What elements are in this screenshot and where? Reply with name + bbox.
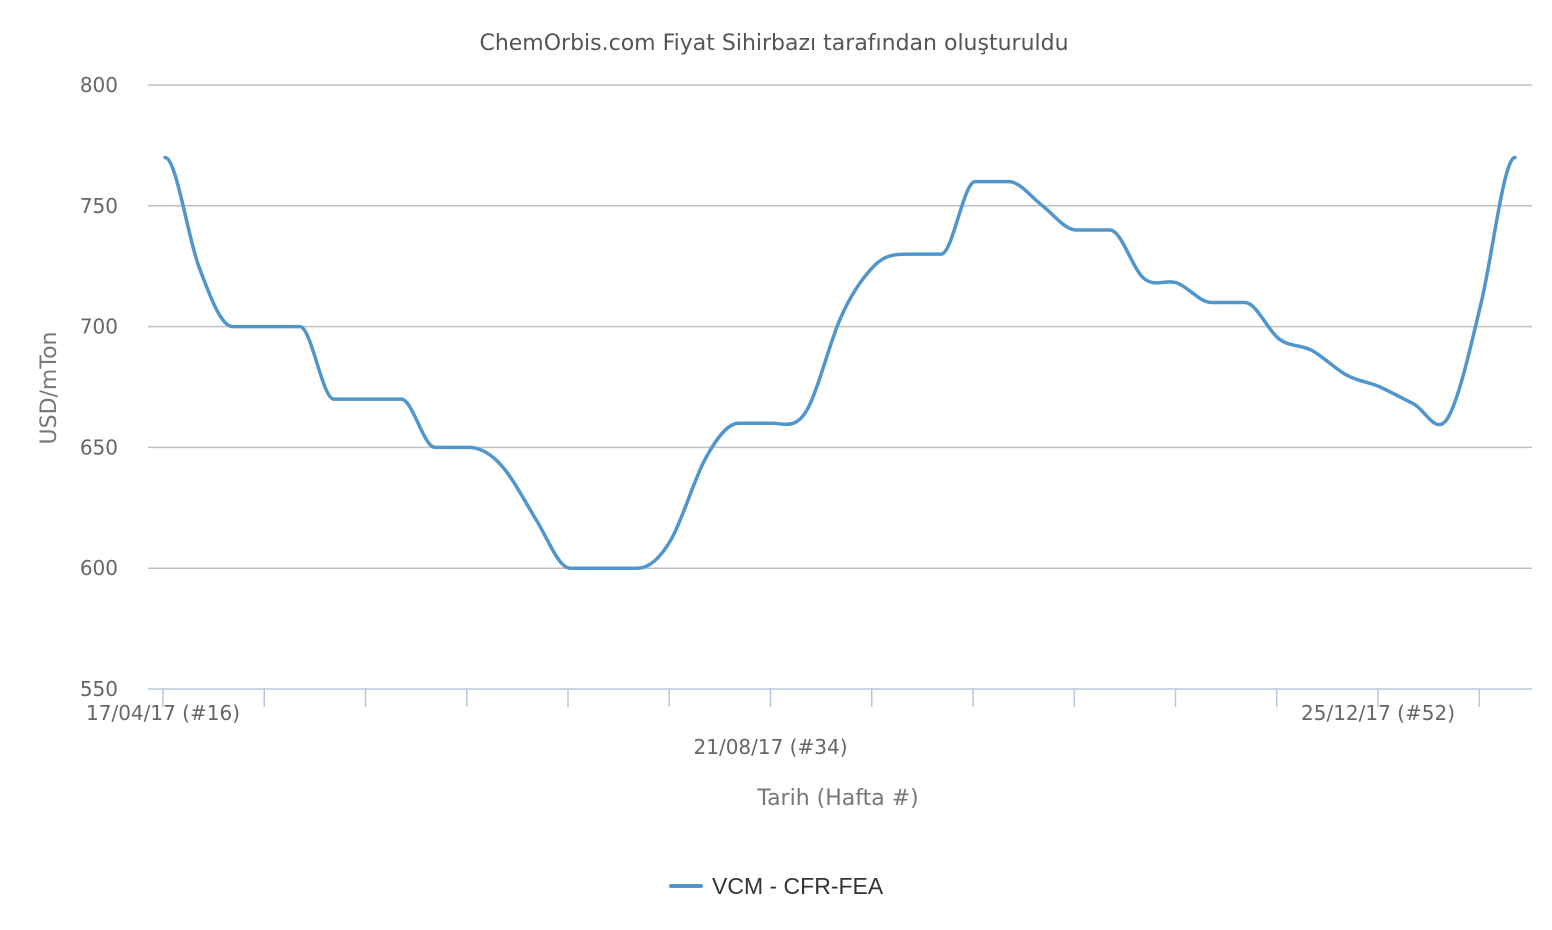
- y-axis-title: USD/mTon: [37, 332, 62, 445]
- chart-title: ChemOrbis.com Fiyat Sihirbazı tarafından…: [479, 31, 1068, 56]
- y-tick-label: 550: [80, 677, 118, 701]
- x-tick-label: 17/04/17 (#16): [86, 701, 240, 725]
- y-tick-label: 600: [80, 556, 118, 580]
- y-tick-label: 750: [80, 194, 118, 218]
- legend-label[interactable]: VCM - CFR-FEA: [712, 873, 884, 899]
- x-ticks: [162, 689, 1480, 707]
- y-tick-label: 800: [80, 73, 118, 97]
- legend[interactable]: VCM - CFR-FEA: [669, 873, 884, 899]
- x-tick-labels: 17/04/17 (#16) 21/08/17 (#34) 25/12/17 (#5…: [86, 701, 1455, 759]
- x-tick-label: 21/08/17 (#34): [694, 735, 848, 759]
- series-line-vcm-cfr-fea: [163, 155, 1517, 570]
- x-axis-title: Tarih (Hafta #): [756, 786, 918, 811]
- gridlines: [148, 84, 1532, 569]
- x-tick-label: 25/12/17 (#52): [1301, 701, 1455, 725]
- y-tick-label: 650: [80, 435, 118, 459]
- y-tick-labels: 550 600 650 700 750 800: [80, 73, 118, 701]
- y-tick-label: 700: [80, 315, 118, 339]
